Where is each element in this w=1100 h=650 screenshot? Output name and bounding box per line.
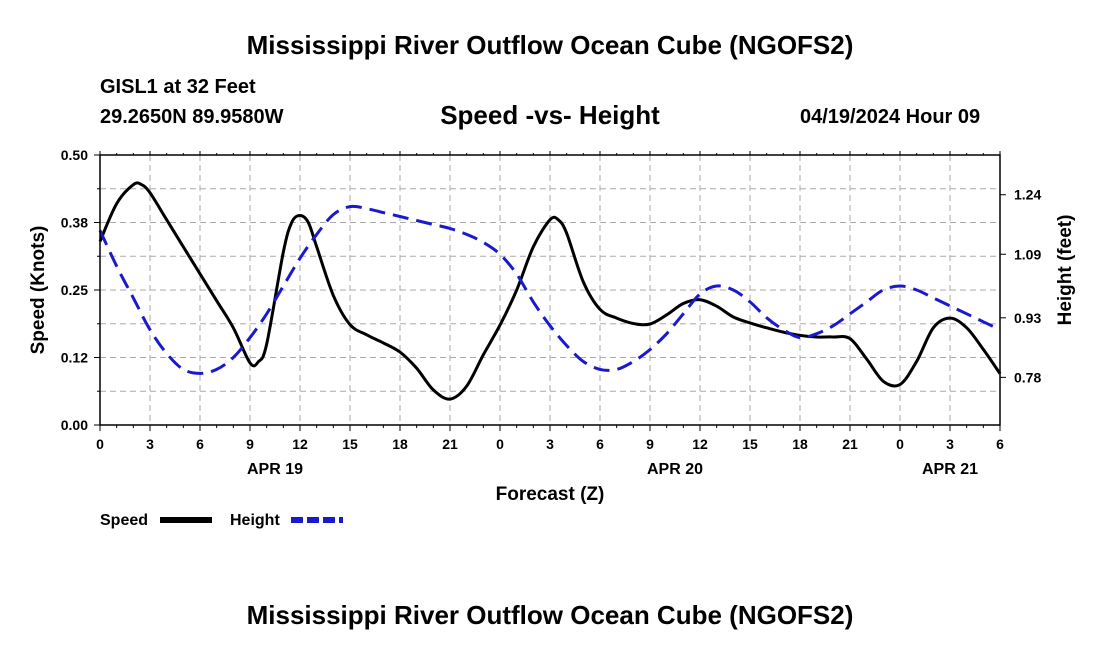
x-tick-label: 6 [196, 436, 204, 452]
series-group [98, 181, 1002, 401]
x-tick-label: 6 [596, 436, 604, 452]
x-tick-label: 21 [442, 436, 458, 452]
y-left-tick-label: 0.50 [61, 147, 88, 163]
forecast-datetime: 04/19/2024 Hour 09 [800, 106, 981, 128]
x-tick-label: 9 [246, 436, 254, 452]
y-left-tick-label: 0.00 [61, 417, 88, 433]
y-left-axis-title: Speed (Knots) [28, 226, 49, 355]
station-label: GISL1 at 32 Feet [100, 76, 256, 98]
series-line-speed [98, 181, 1002, 401]
date-label: APR 20 [647, 461, 703, 478]
speed-height-chart: 0 3 6 9 12 15 18 21 0 3 6 9 12 15 18 21 0 3 6 APR 19 APR 20 A… [28, 147, 1076, 529]
y-right-tick-label: 0.78 [1014, 369, 1041, 385]
x-tick-label: 12 [692, 436, 708, 452]
legend: Speed Height [100, 512, 343, 529]
legend-label-speed: Speed [100, 512, 148, 529]
y-left-tick-label: 0.12 [61, 350, 88, 366]
footer-title: Mississippi River Outflow Ocean Cube (NG… [246, 600, 854, 630]
x-tick-label: 15 [342, 436, 358, 452]
coordinates-label: 29.2650N 89.9580W [100, 106, 284, 128]
x-axis-title: Forecast (Z) [496, 484, 605, 505]
axes-group: 0 3 6 9 12 15 18 21 0 3 6 9 12 15 18 21 0 3 6 APR 19 APR 20 A… [28, 147, 1076, 505]
x-tick-label: 0 [496, 436, 504, 452]
y-right-axis-title: Height (feet) [1055, 215, 1076, 326]
chart-subtitle: Speed -vs- Height [440, 100, 660, 130]
x-tick-label: 6 [996, 436, 1004, 452]
y-right-tick-label: 0.93 [1014, 310, 1041, 326]
x-tick-label: 9 [646, 436, 654, 452]
x-tick-label: 21 [842, 436, 858, 452]
y-right-tick-label: 1.09 [1014, 246, 1041, 262]
y-right-tick-label: 1.24 [1014, 187, 1041, 203]
chart-title: Mississippi River Outflow Ocean Cube (NG… [246, 30, 854, 60]
legend-label-height: Height [230, 512, 280, 529]
date-label: APR 19 [247, 461, 303, 478]
x-tick-label: 3 [946, 436, 954, 452]
x-tick-label: 12 [292, 436, 308, 452]
x-tick-label: 15 [742, 436, 758, 452]
series-line-height [98, 204, 1001, 375]
x-tick-label: 0 [96, 436, 104, 452]
x-tick-label: 18 [392, 436, 408, 452]
y-left-tick-label: 0.38 [61, 215, 88, 231]
y-left-tick-label: 0.25 [61, 282, 88, 298]
grid-lines [100, 155, 1000, 425]
x-tick-label: 0 [896, 436, 904, 452]
date-label: APR 21 [922, 461, 978, 478]
x-tick-label: 18 [792, 436, 808, 452]
x-tick-label: 3 [546, 436, 554, 452]
x-tick-label: 3 [146, 436, 154, 452]
